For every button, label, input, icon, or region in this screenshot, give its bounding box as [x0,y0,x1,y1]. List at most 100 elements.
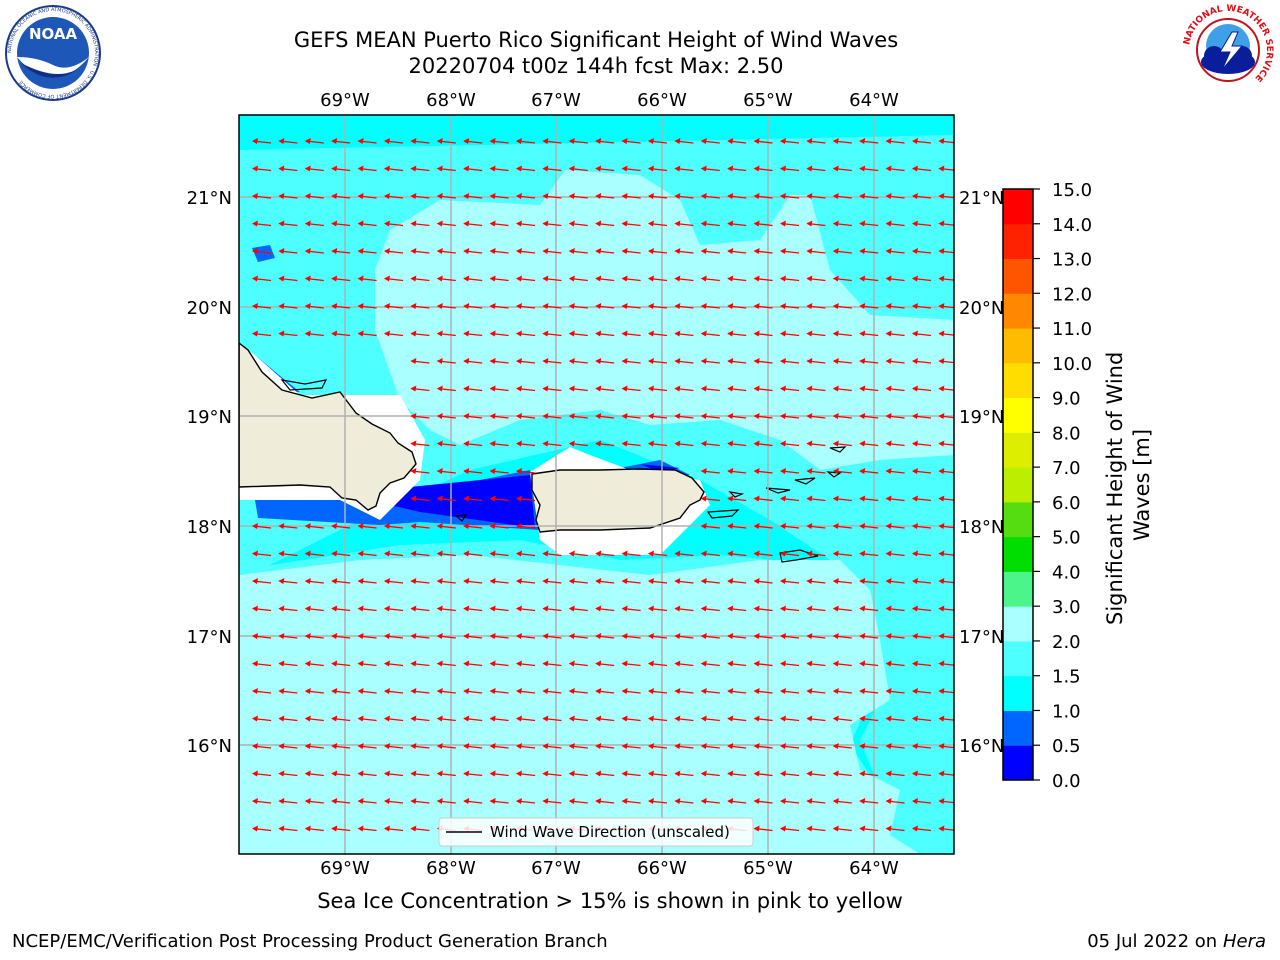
wave-direction-arrow [278,743,298,749]
colorbar-tick: 11.0 [1052,319,1092,340]
wave-direction-arrow [595,798,615,804]
wave-direction-arrow [727,303,747,309]
wave-direction-arrow [912,743,932,749]
wave-direction-arrow [542,578,562,584]
wave-direction-arrow [727,275,747,282]
wave-direction-arrow [384,743,404,749]
wave-direction-arrow [410,523,430,529]
wave-direction-arrow [938,385,954,392]
wave-direction-arrow [489,495,509,502]
colorbar-bin [1003,189,1033,225]
lon-tick-top: 66°W [637,90,687,111]
wave-direction-arrow [806,220,826,227]
wave-direction-arrow [278,770,298,777]
wave-direction-arrow [278,248,298,254]
wave-direction-arrow [542,220,562,227]
wave-direction-arrow [436,495,456,502]
wave-direction-arrow [542,550,562,557]
wave-direction-arrow [357,715,377,722]
colorbar-tick: 3.0 [1052,597,1081,618]
wave-direction-arrow [621,248,641,254]
wave-direction-arrow [516,330,536,337]
wave-direction-arrow [489,688,509,694]
wave-direction-arrow [885,248,905,254]
wave-band-2-3-north [375,170,954,470]
wave-direction-arrow [700,330,720,337]
wave-direction-arrow [621,798,641,804]
wave-direction-arrow [410,660,430,667]
wave-direction-arrow [357,605,377,612]
wave-direction-arrow [304,605,324,612]
wave-direction-arrow [463,633,483,639]
wave-direction-arrow [331,605,351,612]
wave-direction-arrow [832,165,852,172]
wave-direction-arrow [568,798,588,804]
wave-direction-arrow [542,165,562,172]
wave-direction-arrow [463,660,483,667]
wave-direction-arrow [252,303,272,309]
wave-direction-arrow [621,633,641,639]
colorbar-bin [1003,467,1033,503]
wave-direction-arrow [832,550,852,557]
wave-direction-arrow [674,605,694,612]
wave-direction-arrow [568,165,588,172]
wave-direction-arrow [859,633,879,639]
colorbar-tick: 4.0 [1052,562,1081,583]
sea-ice-caption: Sea Ice Concentration > 15% is shown in … [317,889,903,913]
wave-direction-arrow [357,138,377,144]
wave-direction-arrow [278,633,298,639]
wave-direction-arrow [832,193,852,199]
wave-direction-arrow [595,165,615,172]
map-legend: Wind Wave Direction (unscaled) [438,817,754,847]
wave-direction-arrow [727,495,747,502]
wave-direction-arrow [331,770,351,777]
wave-direction-arrow [753,330,773,337]
wave-direction-arrow [806,605,826,612]
wave-direction-arrow [780,358,800,364]
wave-direction-arrow [384,220,404,227]
wave-direction-arrow [357,248,377,254]
colorbar-bin [1003,223,1033,260]
wave-direction-arrow [700,660,720,667]
wave-direction-arrow [806,330,826,337]
wave-direction-arrow [304,330,324,337]
wave-direction-arrow [410,468,430,474]
wave-direction-arrow [938,825,954,832]
wave-direction-arrow [595,303,615,309]
wave-direction-arrow [304,688,324,694]
wave-direction-arrow [753,743,773,749]
wave-direction-arrow [674,633,694,639]
wave-direction-arrow [542,440,562,447]
wave-direction-arrow [516,275,536,282]
wave-direction-arrow [621,715,641,722]
colorbar-bin [1003,675,1033,711]
wave-direction-arrow [648,248,668,254]
noaa-logo-icon: NOAA NATIONAL OCEANIC AND ATMOSPHERIC AD… [5,5,101,101]
wave-direction-arrow [700,358,720,364]
wave-direction-arrow [542,660,562,667]
colorbar-tick: 8.0 [1052,423,1081,444]
wave-direction-arrow [542,413,562,419]
wave-direction-arrow [384,303,404,309]
wave-direction-arrow [938,715,954,722]
wave-direction-arrow [357,330,377,337]
wave-direction-arrow [357,660,377,667]
wave-direction-arrow [621,165,641,172]
wave-direction-arrow [384,275,404,282]
lat-tick-right: 18°N [959,517,1004,538]
wave-direction-arrow [463,743,483,749]
wave-direction-arrow [304,165,324,172]
lat-tick-left: 17°N [187,627,232,648]
lon-tick-bottom: 65°W [743,858,793,879]
wave-direction-arrow [859,578,879,584]
wave-direction-arrow [463,413,483,419]
wave-direction-arrow [674,715,694,722]
wave-direction-arrow [304,550,324,557]
wave-direction-arrow [252,220,272,227]
wave-direction-arrow [859,385,879,392]
wave-direction-arrow [648,440,668,447]
wave-direction-arrow [753,798,773,804]
wave-direction-arrow [384,660,404,667]
wave-direction-arrow [357,165,377,172]
wave-direction-arrow [832,303,852,309]
